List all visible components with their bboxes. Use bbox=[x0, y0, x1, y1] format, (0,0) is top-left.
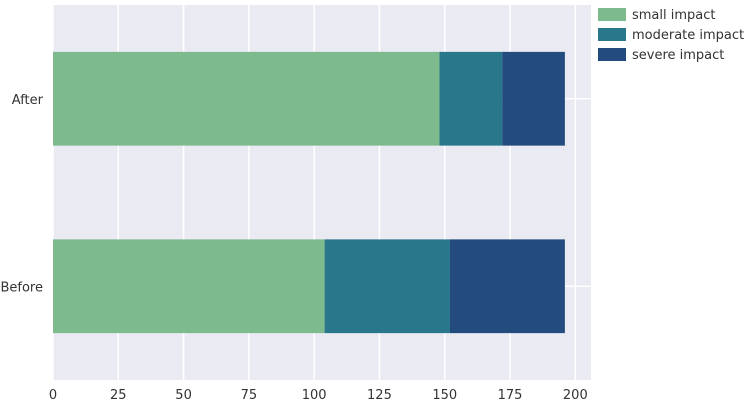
x-axis-ticks: 0 25 50 75 100 125 150 175 200 bbox=[49, 388, 588, 403]
legend-swatch bbox=[598, 8, 626, 21]
category-label: After bbox=[12, 93, 44, 108]
bar-moderate-impact-after bbox=[439, 51, 503, 146]
bars bbox=[53, 51, 565, 334]
category-labels: After Before bbox=[0, 93, 43, 296]
bar-small-impact-before bbox=[53, 239, 325, 334]
legend: small impact moderate impact severe impact bbox=[598, 8, 744, 63]
legend-label: small impact bbox=[632, 8, 716, 23]
x-tick-label: 100 bbox=[302, 388, 327, 403]
x-tick-label: 50 bbox=[175, 388, 192, 403]
legend-swatch bbox=[598, 48, 626, 61]
bar-severe-impact-before bbox=[449, 239, 565, 334]
x-tick-label: 150 bbox=[432, 388, 457, 403]
legend-label: moderate impact bbox=[632, 28, 744, 43]
legend-swatch bbox=[598, 28, 626, 41]
x-tick-label: 0 bbox=[49, 388, 57, 403]
bar-moderate-impact-before bbox=[324, 239, 450, 334]
category-label: Before bbox=[0, 280, 43, 295]
x-tick-label: 75 bbox=[241, 388, 258, 403]
bar-severe-impact-after bbox=[502, 51, 565, 146]
x-tick-label: 200 bbox=[563, 388, 588, 403]
x-tick-label: 25 bbox=[110, 388, 127, 403]
x-tick-label: 175 bbox=[498, 388, 523, 403]
x-tick-label: 125 bbox=[367, 388, 392, 403]
bar-small-impact-after bbox=[53, 51, 440, 146]
legend-label: severe impact bbox=[632, 48, 724, 63]
